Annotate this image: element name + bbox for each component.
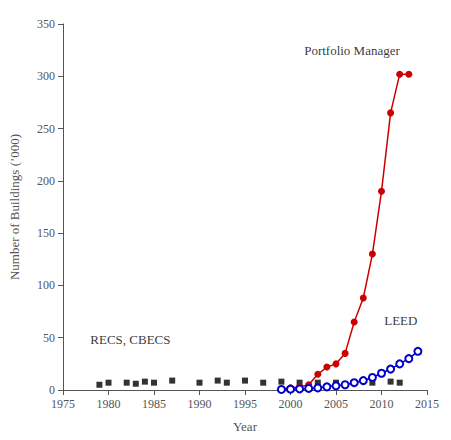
svg-text:2015: 2015 xyxy=(415,397,439,411)
svg-text:1995: 1995 xyxy=(233,397,257,411)
svg-text:100: 100 xyxy=(37,278,55,292)
svg-text:50: 50 xyxy=(43,331,55,345)
svg-text:1985: 1985 xyxy=(142,397,166,411)
svg-text:1980: 1980 xyxy=(97,397,121,411)
svg-text:150: 150 xyxy=(37,226,55,240)
svg-text:2000: 2000 xyxy=(279,397,303,411)
svg-text:200: 200 xyxy=(37,174,55,188)
svg-text:Portfolio Manager: Portfolio Manager xyxy=(304,43,400,58)
svg-text:RECS, CBECS: RECS, CBECS xyxy=(90,332,170,347)
svg-text:350: 350 xyxy=(37,17,55,31)
svg-text:250: 250 xyxy=(37,122,55,136)
svg-text:0: 0 xyxy=(49,383,55,397)
svg-text:2005: 2005 xyxy=(324,397,348,411)
svg-text:1990: 1990 xyxy=(188,397,212,411)
svg-text:Number of Buildings (’000): Number of Buildings (’000) xyxy=(7,134,22,280)
svg-text:300: 300 xyxy=(37,69,55,83)
svg-text:LEED: LEED xyxy=(384,313,417,328)
svg-text:1975: 1975 xyxy=(51,397,75,411)
svg-text:Year: Year xyxy=(233,419,258,434)
svg-text:2010: 2010 xyxy=(370,397,394,411)
